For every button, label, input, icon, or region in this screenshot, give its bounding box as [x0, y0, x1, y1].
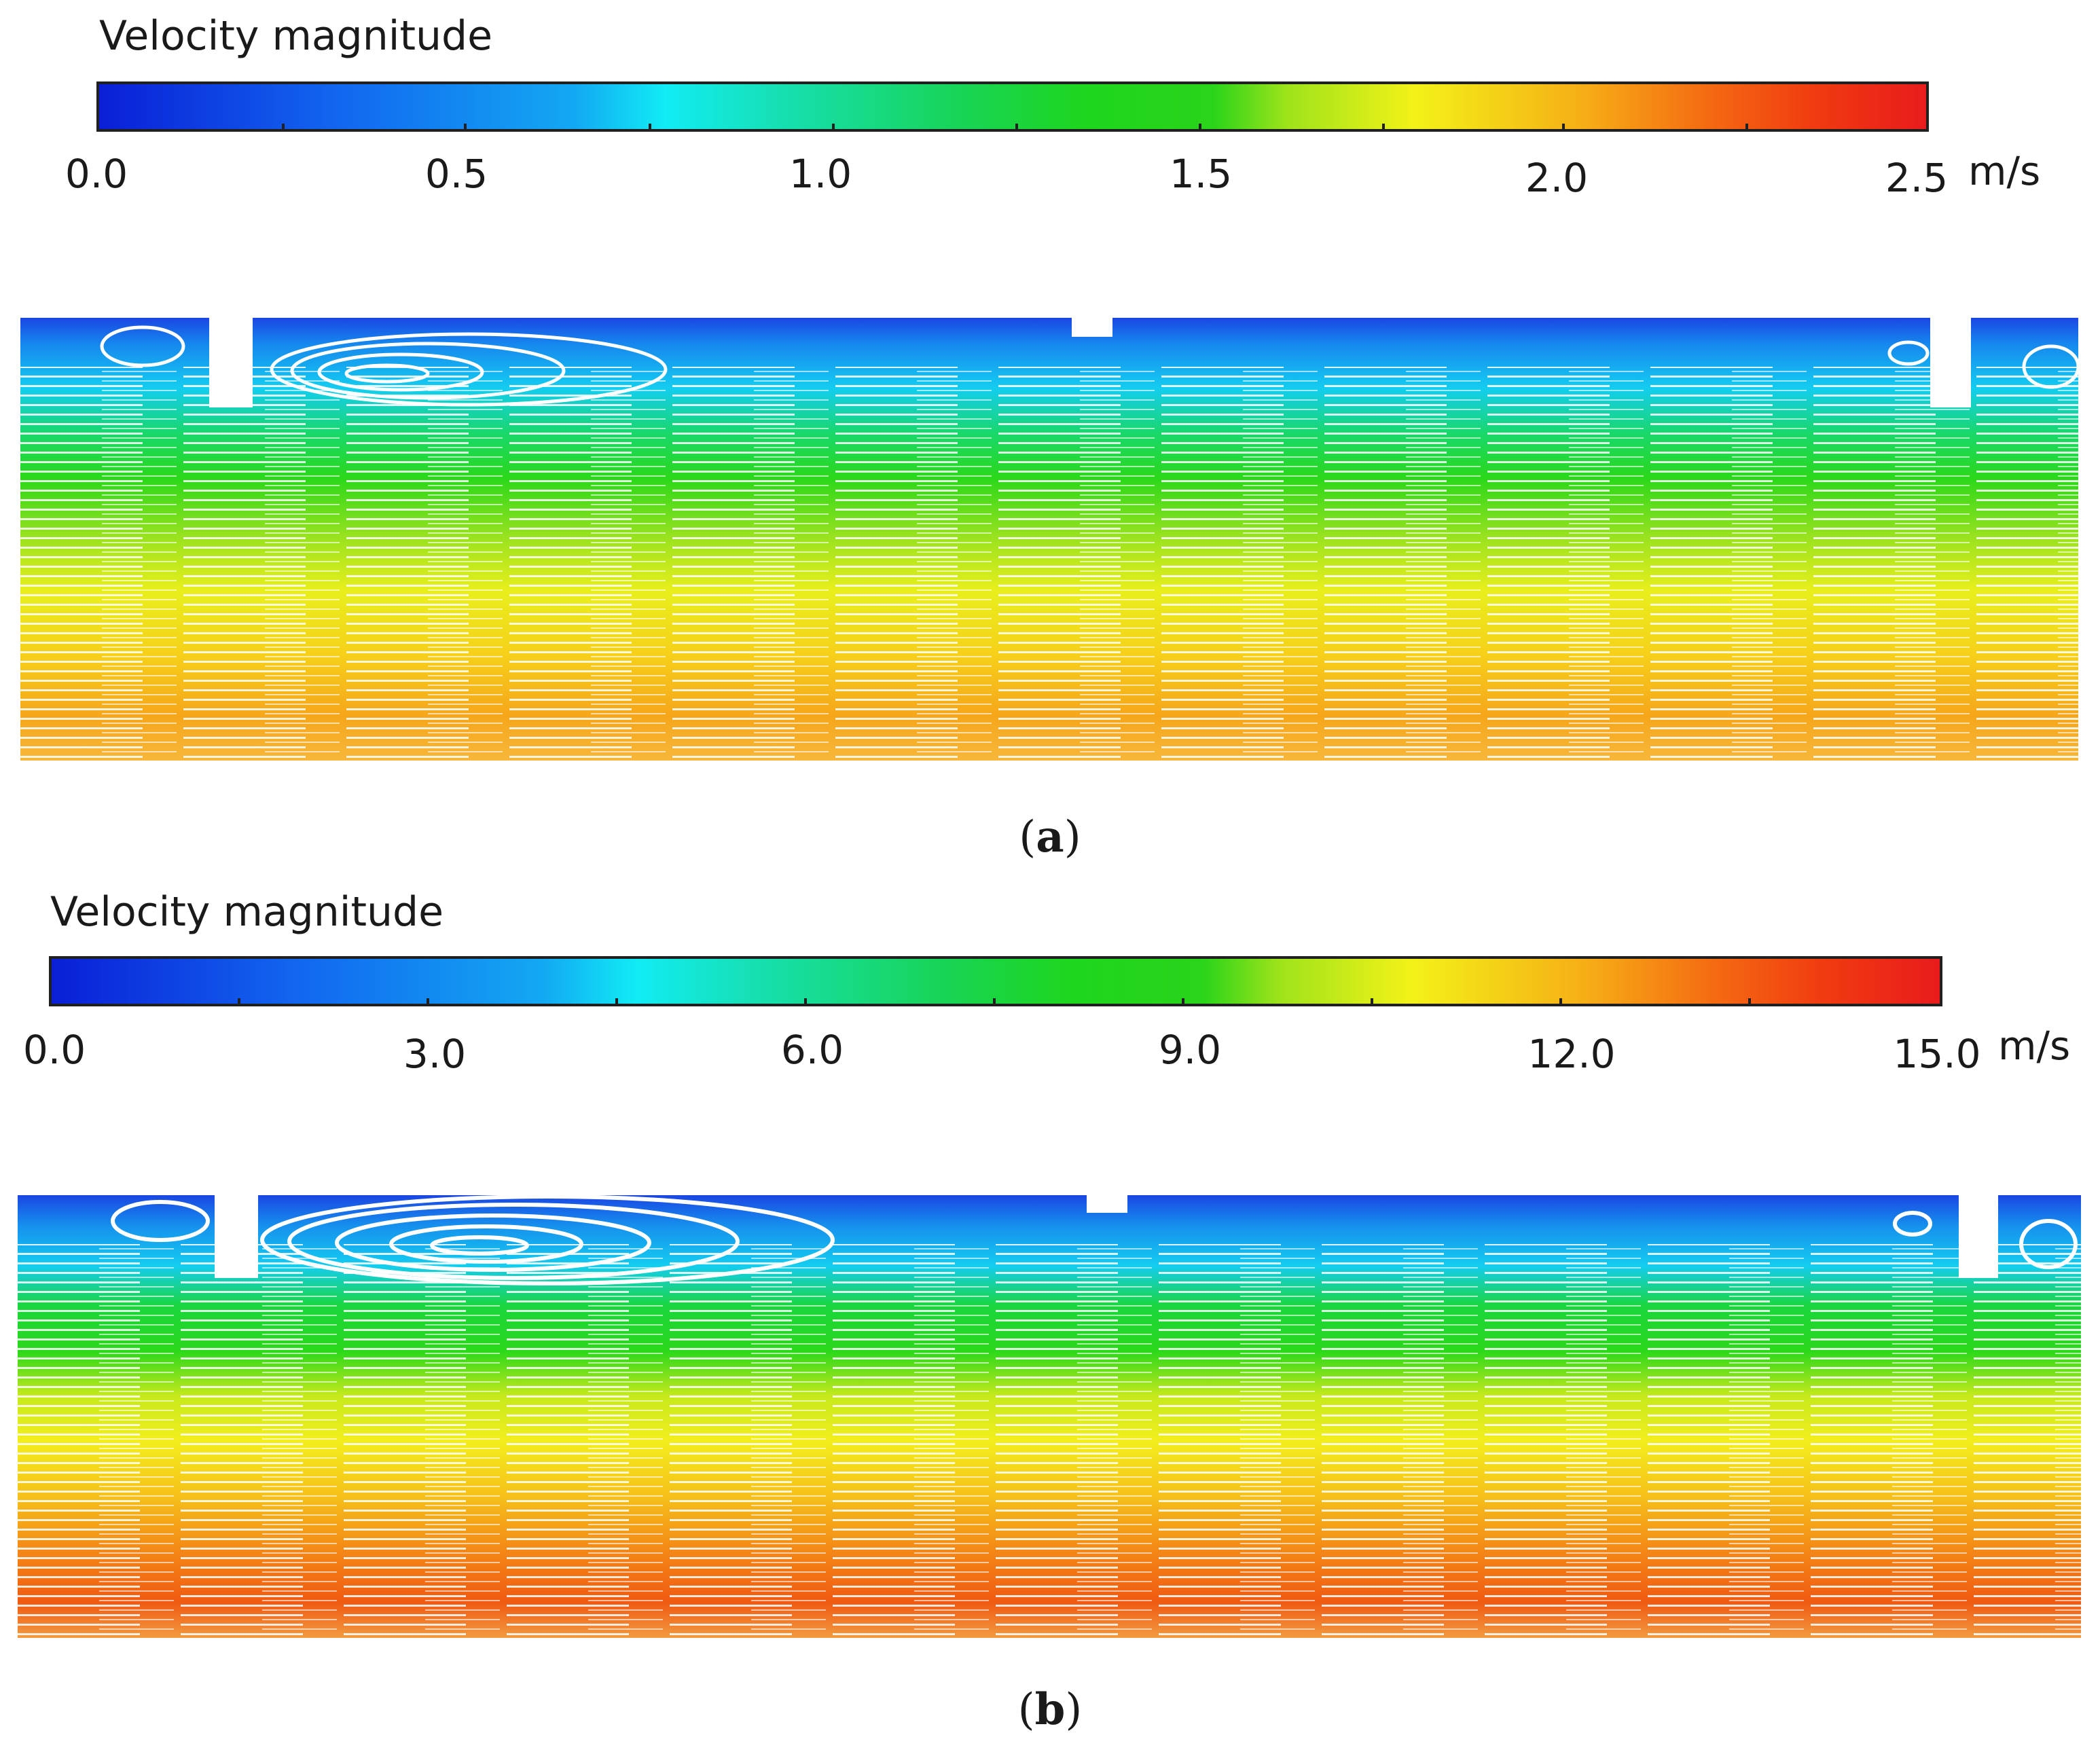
colorbar-tick [427, 998, 429, 1006]
colorbar-tick [832, 124, 835, 132]
legend-title: Velocity magnitude [50, 888, 443, 936]
colorbar-tick [49, 998, 52, 1006]
colorbar-tick [96, 124, 99, 132]
colorbar-tick [1559, 998, 1562, 1006]
colorbar-tick-label: 0.0 [65, 151, 128, 197]
colorbar-tick [993, 998, 996, 1006]
colorbar-tick [1199, 124, 1201, 132]
colorbar-tick [1940, 998, 1942, 1006]
legend-title: Velocity magnitude [99, 12, 492, 60]
colorbar-tick [615, 998, 618, 1006]
colorbar-tick-label: 6.0 [780, 1027, 844, 1073]
colorbar-tick-label: 12.0 [1527, 1031, 1616, 1077]
colorbar-tick-label: 2.0 [1525, 155, 1589, 201]
colorbar-tick-label: 0.5 [424, 151, 488, 197]
colorbar-tick [238, 998, 240, 1006]
colorbar-tick [1382, 124, 1385, 132]
panel-b: Velocity magnitude 0.0 3.0 6.0 9.0 12.0 … [0, 876, 2100, 1752]
colorbar-tick-label: 2.5 [1885, 155, 1949, 201]
colorbar-tick [282, 124, 285, 132]
colorbar-tick-label: 9.0 [1158, 1027, 1222, 1073]
colorbar-unit: m/s [1998, 1023, 2071, 1069]
colorbar-tick [649, 124, 651, 132]
colorbar [96, 81, 1929, 132]
colorbar-tick [1748, 998, 1751, 1006]
colorbar-tick-label: 3.0 [403, 1031, 467, 1077]
colorbar-tick [1926, 124, 1929, 132]
colorbar-tick-label: 1.5 [1169, 151, 1233, 197]
panel-label: a [1036, 811, 1064, 862]
colorbar [49, 956, 1942, 1006]
colorbar-tick [464, 124, 467, 132]
colorbar-tick [1015, 124, 1018, 132]
colorbar-tick [804, 998, 807, 1006]
colorbar-tick [1562, 124, 1565, 132]
streamline-field [18, 1190, 2081, 1638]
colorbar-tick [1745, 124, 1748, 132]
colorbar-tick [1371, 998, 1373, 1006]
colorbar-tick-label: 0.0 [22, 1027, 86, 1073]
panel-a: Velocity magnitude 0.0 0.5 1.0 1.5 2.0 2… [20, 12, 2078, 862]
colorbar-tick-label: 15.0 [1893, 1031, 1981, 1077]
panel-label: b [1034, 1684, 1066, 1735]
colorbar-unit: m/s [1968, 148, 2041, 194]
streamline-field [20, 312, 2078, 761]
colorbar-tick-label: 1.0 [789, 151, 852, 197]
colorbar-tick [1182, 998, 1184, 1006]
